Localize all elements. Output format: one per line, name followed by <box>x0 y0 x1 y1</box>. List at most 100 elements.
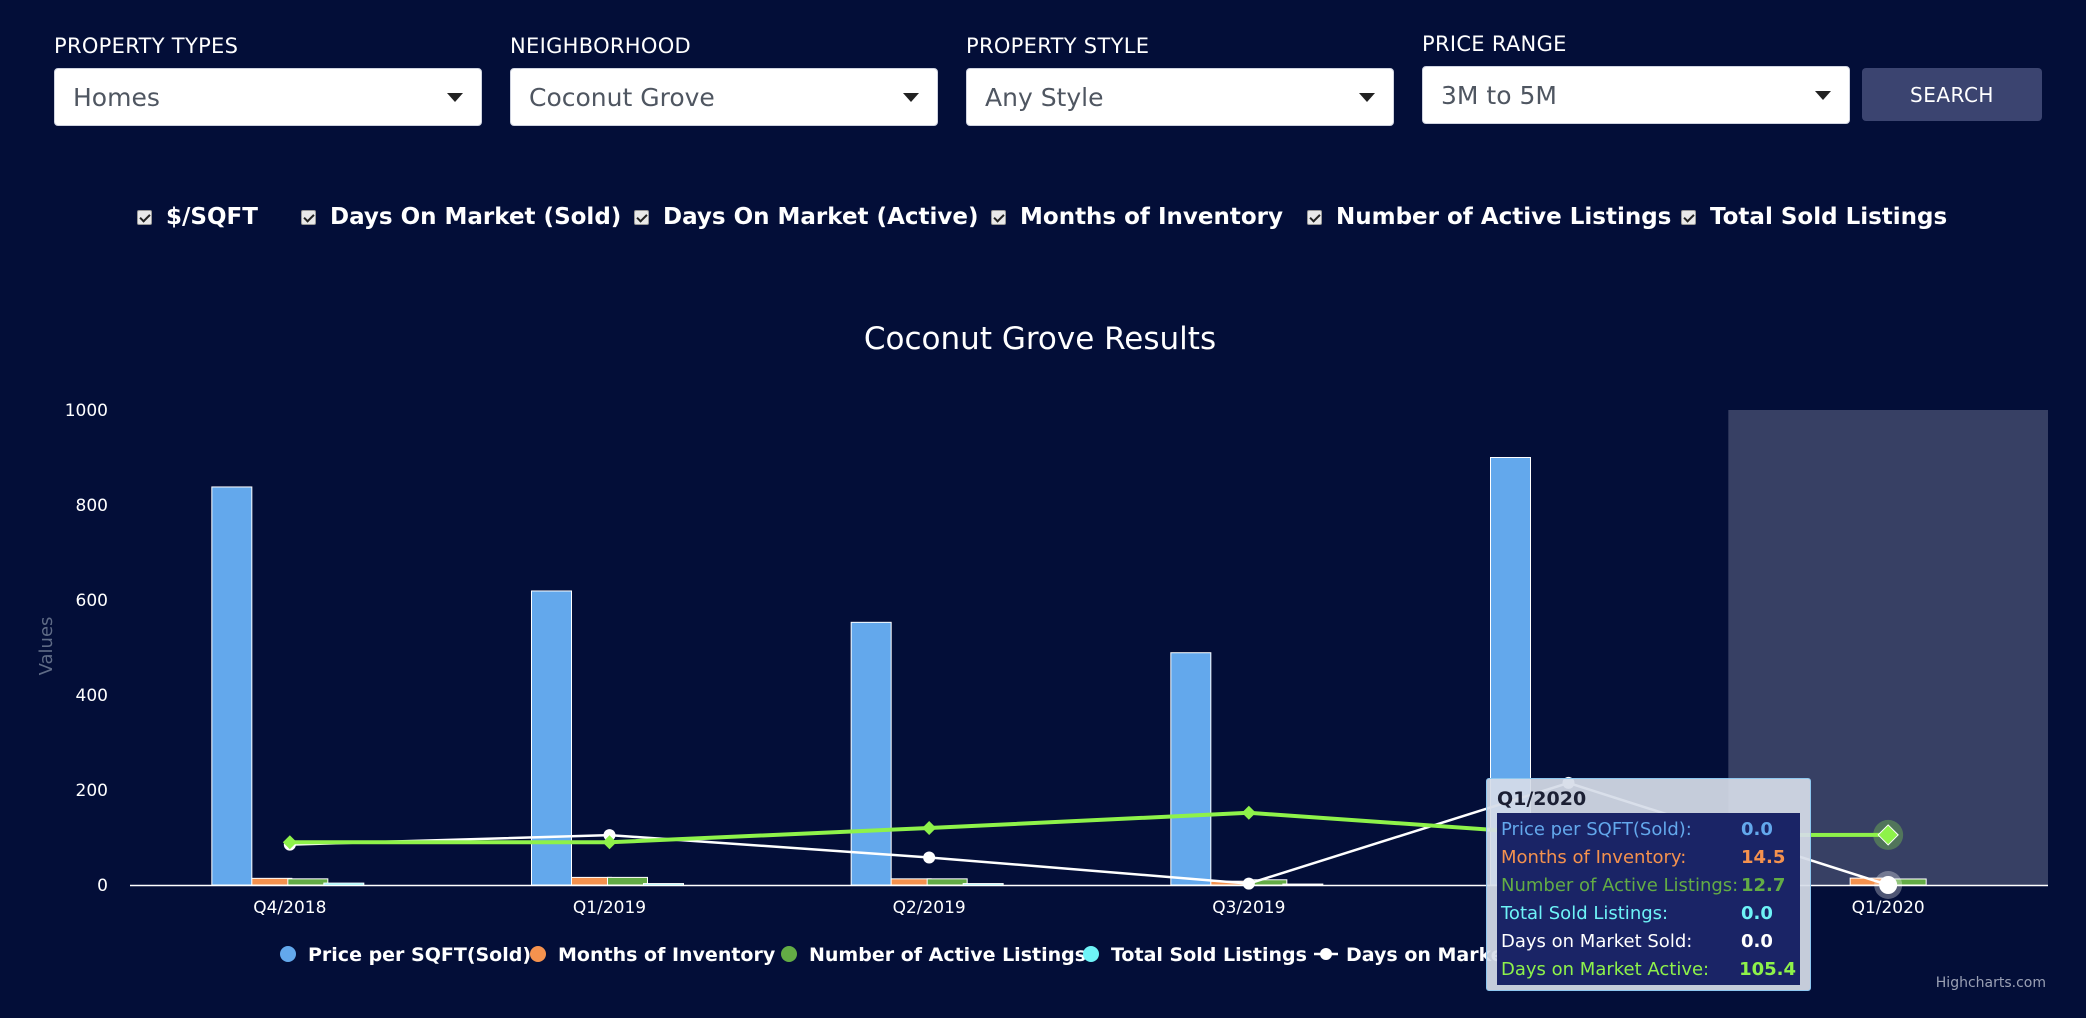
legend-item[interactable]: Months of Inventory <box>558 944 776 966</box>
price-range-label: PRICE RANGE <box>1422 32 1567 56</box>
legend-symbol-icon[interactable] <box>530 946 546 962</box>
x-tick-label: Q2/2019 <box>893 898 966 918</box>
checkbox-checked-icon[interactable] <box>634 209 649 225</box>
bar[interactable] <box>571 876 612 886</box>
bar[interactable] <box>287 878 329 886</box>
tooltip-row-value: 12.7 <box>1741 874 1786 896</box>
line-point[interactable] <box>1241 805 1256 820</box>
line-point[interactable] <box>602 835 617 850</box>
y-tick-label: 0 <box>97 876 108 896</box>
price-range-value: 3M to 5M <box>1441 80 1557 110</box>
bar[interactable] <box>211 486 253 886</box>
tooltip-row-name: Number of Active Listings: <box>1501 874 1739 896</box>
line-point[interactable] <box>282 835 297 850</box>
legend-symbol-icon[interactable] <box>1083 946 1099 962</box>
tooltip-row-value: 105.4 <box>1739 958 1796 980</box>
checkbox-checked-icon[interactable] <box>1681 209 1696 225</box>
tooltip-row-name: Price per SQFT(Sold): <box>1501 818 1692 840</box>
price-range-select[interactable]: 3M to 5M <box>1422 66 1850 124</box>
property-style-filter: PROPERTY STYLE Any Style <box>966 34 1394 126</box>
tooltip-row-name: Total Sold Listings: <box>1501 902 1669 924</box>
line-point[interactable] <box>923 851 936 864</box>
y-tick-label: 1000 <box>65 401 108 421</box>
toggle-label: Days On Market (Active) <box>663 204 979 230</box>
tooltip-row: Days on Market Sold: 0.0 <box>1501 927 1796 955</box>
bar[interactable] <box>1170 652 1212 886</box>
y-tick-label: 800 <box>76 496 108 516</box>
line-point[interactable] <box>603 829 616 842</box>
tooltip-row: Months of Inventory: 14.5 <box>1501 843 1796 871</box>
bar[interactable] <box>323 882 365 886</box>
chart-title: Coconut Grove Results <box>864 321 1216 357</box>
toggle-total-sold[interactable]: Total Sold Listings <box>1681 204 1947 230</box>
chart-credits[interactable]: Highcharts.com <box>1936 975 2046 991</box>
toggle-active-listings[interactable]: Number of Active Listings <box>1307 204 1671 230</box>
bar[interactable] <box>962 883 1004 886</box>
tooltip-row-value: 14.5 <box>1741 846 1786 868</box>
tooltip-header: Q1/2020 <box>1497 788 1587 810</box>
tooltip-row-name: Days on Market Active: <box>1501 958 1710 980</box>
legend-symbol-icon[interactable] <box>781 946 797 962</box>
toggle-dom-active[interactable]: Days On Market (Active) <box>634 204 979 230</box>
series-toggle-row: $/SQFT Days On Market (Sold) Days On Mar… <box>0 204 2086 234</box>
legend-item[interactable]: Total Sold Listings <box>1111 944 1307 966</box>
price-range-filter: PRICE RANGE 3M to 5M <box>1422 32 1850 124</box>
bar[interactable] <box>926 878 968 886</box>
x-tick-label: Q4/2018 <box>253 898 326 918</box>
property-types-filter: PROPERTY TYPES Homes <box>54 34 482 126</box>
y-axis-title: Values <box>36 617 57 676</box>
bar[interactable] <box>607 876 648 886</box>
legend-item[interactable]: Number of Active Listings <box>809 944 1086 966</box>
toggle-label: Number of Active Listings <box>1336 204 1672 230</box>
chevron-down-icon <box>1359 93 1375 102</box>
tooltip-row-name: Days on Market Sold: <box>1501 930 1693 952</box>
tooltip-row: Number of Active Listings: 12.7 <box>1501 871 1796 899</box>
search-button[interactable]: SEARCH <box>1862 68 2042 121</box>
toggle-price-sqft[interactable]: $/SQFT <box>137 204 258 230</box>
line-point[interactable] <box>1242 877 1255 890</box>
toggle-label: Months of Inventory <box>1020 204 1283 230</box>
legend-symbol-icon[interactable] <box>280 946 296 962</box>
x-tick-label: Q3/2019 <box>1212 898 1285 918</box>
neighborhood-filter: NEIGHBORHOOD Coconut Grove <box>510 34 938 126</box>
tooltip-row-value: 0.0 <box>1741 902 1773 924</box>
toggle-label: Total Sold Listings <box>1710 204 1948 230</box>
property-style-label: PROPERTY STYLE <box>966 34 1150 58</box>
property-types-value: Homes <box>73 82 160 112</box>
bar[interactable] <box>1282 883 1324 886</box>
chevron-down-icon <box>1815 91 1831 100</box>
bar[interactable] <box>890 878 932 886</box>
legend-symbol-icon[interactable] <box>1320 948 1332 960</box>
hover-point[interactable] <box>1877 824 1899 846</box>
neighborhood-select[interactable]: Coconut Grove <box>510 68 938 126</box>
toggle-dom-sold[interactable]: Days On Market (Sold) <box>301 204 621 230</box>
toggle-months-inventory[interactable]: Months of Inventory <box>991 204 1283 230</box>
checkbox-checked-icon[interactable] <box>991 209 1006 225</box>
chart-tooltip: Q1/2020 Price per SQFT(Sold): 0.0 Months… <box>1486 778 1811 991</box>
chevron-down-icon <box>447 93 463 102</box>
bar[interactable] <box>850 621 892 886</box>
property-types-select[interactable]: Homes <box>54 68 482 126</box>
property-style-select[interactable]: Any Style <box>966 68 1394 126</box>
toggle-label: Days On Market (Sold) <box>330 204 622 230</box>
x-tick-label: Q1/2019 <box>573 898 646 918</box>
tooltip-row: Days on Market Active: 105.4 <box>1501 955 1796 983</box>
x-tick-label: Q1/2020 <box>1852 898 1925 918</box>
property-types-label: PROPERTY TYPES <box>54 34 239 58</box>
y-tick-label: 600 <box>76 591 108 611</box>
neighborhood-label: NEIGHBORHOOD <box>510 34 692 58</box>
checkbox-checked-icon[interactable] <box>137 209 152 225</box>
bar[interactable] <box>251 877 293 886</box>
neighborhood-value: Coconut Grove <box>529 82 715 112</box>
checkbox-checked-icon[interactable] <box>1307 209 1322 225</box>
checkbox-checked-icon[interactable] <box>301 209 316 225</box>
bar[interactable] <box>643 883 684 886</box>
y-tick-label: 200 <box>76 781 108 801</box>
toggle-label: $/SQFT <box>166 204 258 230</box>
property-style-value: Any Style <box>985 82 1104 112</box>
hover-point[interactable] <box>1879 876 1898 894</box>
line-point[interactable] <box>922 821 937 835</box>
y-tick-label: 400 <box>76 686 108 706</box>
legend-item[interactable]: Price per SQFT(Sold) <box>308 944 531 966</box>
tooltip-row: Total Sold Listings: 0.0 <box>1501 899 1796 927</box>
